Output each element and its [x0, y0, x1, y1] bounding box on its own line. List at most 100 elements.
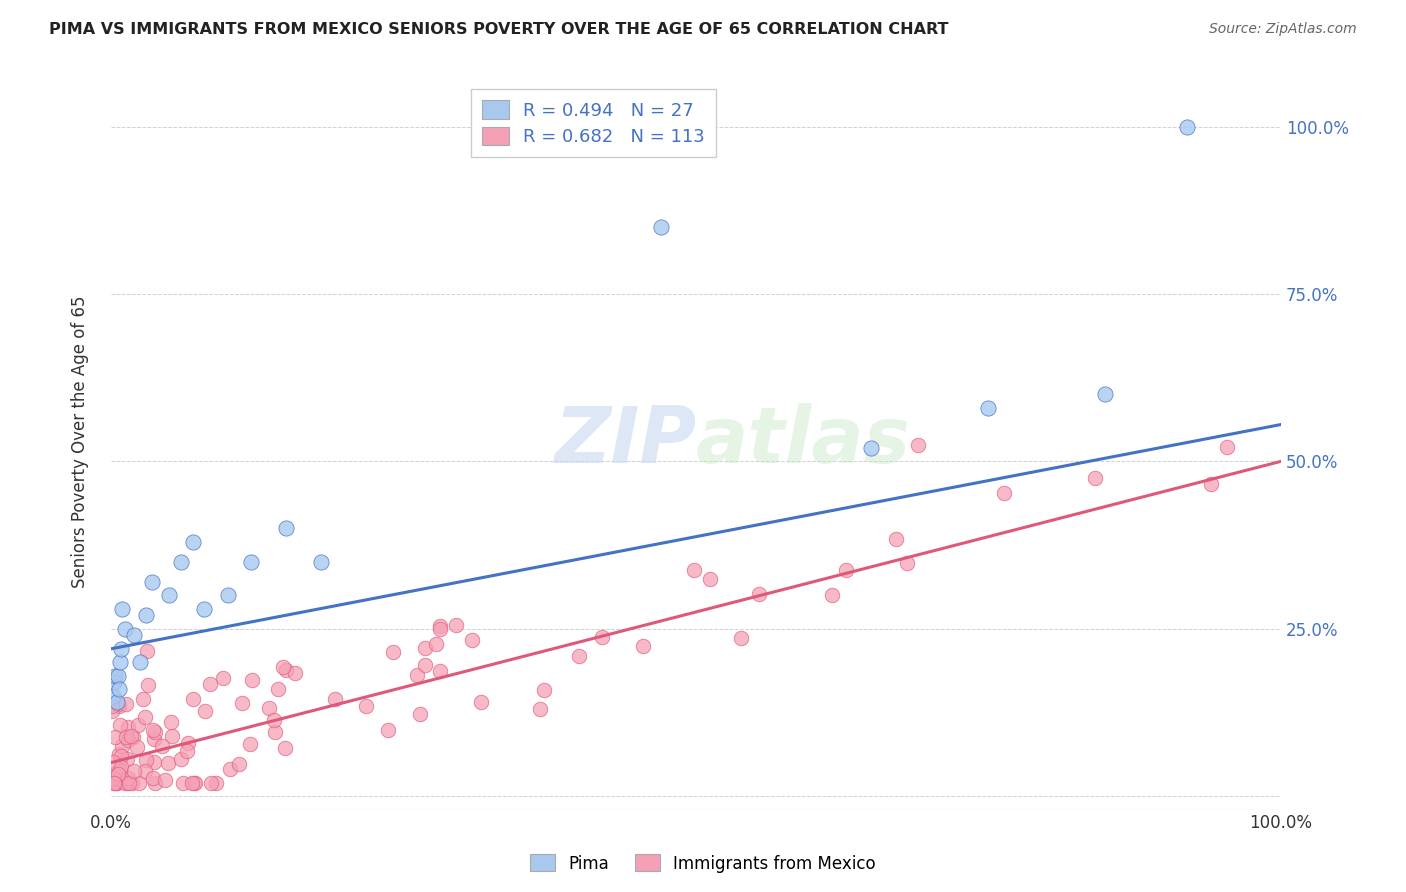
Point [118, 776, 141, 790]
Point [136, 677, 159, 691]
Point [730, 631, 752, 645]
Point [205, 776, 228, 790]
Point [821, 588, 844, 602]
Text: atlas: atlas [696, 403, 911, 479]
Point [461, 633, 484, 648]
Point [170, 555, 193, 569]
Point [104, 776, 127, 790]
Point [172, 776, 194, 790]
Point [107, 698, 129, 713]
Point [240, 673, 263, 687]
Point [1175, 120, 1198, 134]
Point [267, 681, 290, 696]
Point [135, 608, 157, 623]
Point [429, 623, 451, 637]
Point [122, 628, 145, 642]
Point [117, 771, 139, 785]
Point [122, 764, 145, 778]
Point [114, 776, 136, 790]
Point [533, 682, 555, 697]
Point [110, 748, 132, 763]
Point [104, 668, 127, 682]
Point [121, 776, 143, 790]
Point [194, 705, 217, 719]
Point [748, 587, 770, 601]
Point [413, 640, 436, 655]
Point [103, 776, 125, 790]
Point [142, 732, 165, 747]
Point [136, 644, 159, 658]
Point [184, 776, 207, 790]
Point [896, 556, 918, 570]
Point [114, 622, 136, 636]
Point [141, 574, 163, 589]
Point [382, 645, 405, 659]
Point [115, 776, 138, 790]
Point [429, 664, 451, 678]
Point [143, 725, 166, 739]
Point [101, 689, 124, 703]
Point [176, 744, 198, 758]
Point [529, 702, 551, 716]
Point [143, 776, 166, 790]
Point [263, 713, 285, 727]
Point [183, 692, 205, 706]
Point [470, 695, 492, 709]
Point [699, 572, 721, 586]
Point [200, 776, 222, 790]
Point [120, 729, 142, 743]
Point [107, 747, 129, 761]
Point [107, 767, 129, 781]
Point [683, 563, 706, 577]
Point [273, 660, 295, 674]
Point [127, 717, 149, 731]
Point [114, 730, 136, 744]
Text: PIMA VS IMMIGRANTS FROM MEXICO SENIORS POVERTY OVER THE AGE OF 65 CORRELATION CH: PIMA VS IMMIGRANTS FROM MEXICO SENIORS P… [49, 22, 949, 37]
Point [108, 769, 131, 783]
Point [631, 639, 654, 653]
Point [276, 663, 298, 677]
Point [198, 677, 221, 691]
Point [110, 759, 132, 773]
Point [105, 695, 128, 709]
Point [157, 588, 180, 602]
Point [444, 618, 467, 632]
Point [977, 401, 1000, 415]
Point [356, 699, 378, 714]
Point [239, 737, 262, 751]
Point [121, 730, 143, 744]
Point [993, 486, 1015, 500]
Point [107, 698, 129, 712]
Point [274, 740, 297, 755]
Point [415, 657, 437, 672]
Point [181, 534, 204, 549]
Point [162, 730, 184, 744]
Point [231, 696, 253, 710]
Point [219, 762, 242, 776]
Point [101, 755, 124, 769]
Point [105, 776, 128, 790]
Point [108, 655, 131, 669]
Point [157, 756, 180, 770]
Point [117, 721, 139, 735]
Point [650, 219, 672, 234]
Point [834, 563, 856, 577]
Point [193, 601, 215, 615]
Point [160, 715, 183, 730]
Point [103, 767, 125, 781]
Point [907, 438, 929, 452]
Point [408, 707, 430, 722]
Point [107, 668, 129, 682]
Point [240, 555, 263, 569]
Y-axis label: Seniors Poverty Over the Age of 65: Seniors Poverty Over the Age of 65 [72, 295, 89, 588]
Point [117, 733, 139, 747]
Point [101, 704, 124, 718]
Point [257, 701, 280, 715]
Point [311, 555, 333, 569]
Point [884, 532, 907, 546]
Point [110, 718, 132, 732]
Point [115, 752, 138, 766]
Point [110, 641, 132, 656]
Point [132, 691, 155, 706]
Point [276, 521, 298, 535]
